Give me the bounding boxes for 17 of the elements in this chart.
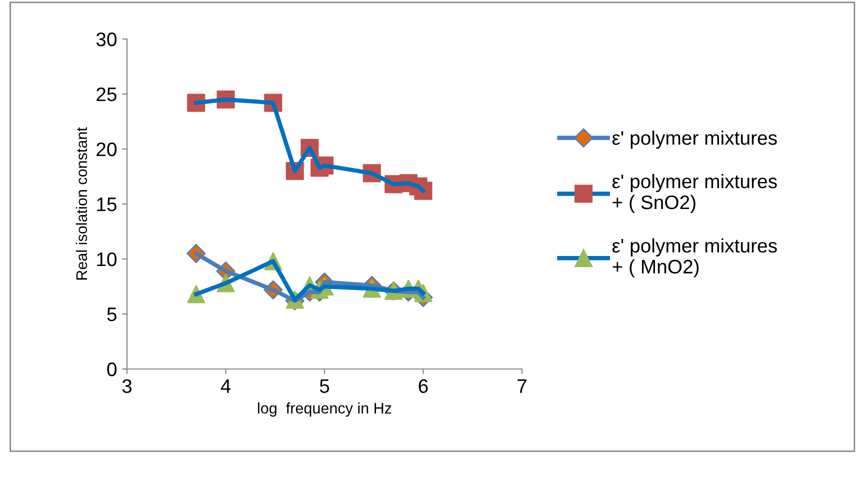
x-tick-label: 5: [320, 379, 330, 394]
y-tick-label: 0: [107, 362, 117, 376]
y-tick-label: 30: [96, 32, 117, 46]
y-tick-label: 5: [107, 308, 116, 322]
y-tick-label: 20: [96, 142, 117, 156]
x-axis-title: log frequency in Hz: [258, 402, 392, 417]
x-tick-label: 6: [418, 379, 428, 394]
y-tick-label: 10: [97, 252, 117, 266]
legend-label: ε' polymer mixtures: [612, 130, 777, 149]
x-tick-label: 4: [220, 379, 231, 393]
legend-label: ε' polymer mixtures + ( MnO2): [612, 238, 777, 278]
x-tick-label: 3: [122, 379, 132, 394]
x-tick-label: 7: [518, 379, 526, 393]
y-tick-label: 25: [96, 87, 116, 102]
y-axis-title: Real isolation constant: [76, 127, 88, 280]
legend-label: ε' polymer mixtures + ( SnO2): [612, 174, 777, 214]
y-tick-label: 15: [97, 198, 116, 212]
